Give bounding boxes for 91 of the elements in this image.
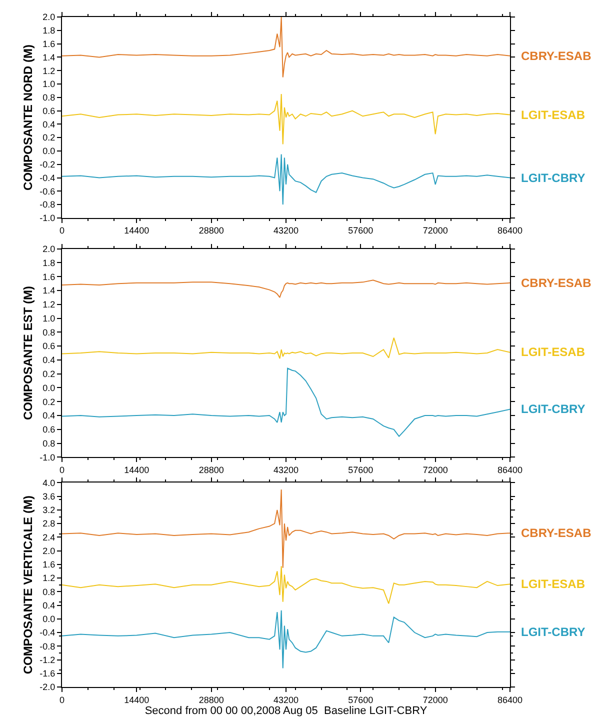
series-label: LGIT-CBRY [521,625,586,639]
y-axis-title: COMPOSANTE NORD (M) [20,44,35,190]
x-tick-label: 57600 [348,464,374,475]
x-tick-label: 28800 [198,464,224,475]
y-tick-label: 2.0 [42,12,56,22]
x-tick-label: 43200 [273,464,299,475]
line-series [62,94,510,145]
x-tick-label: 57600 [348,226,374,236]
x-tick-label: 14400 [124,464,150,475]
line-series [62,337,510,360]
x-tick-label: 0 [59,464,65,475]
y-tick-label: 0.2 [42,396,56,407]
series-label: LGIT-ESAB [521,345,586,359]
y-tick-label: 2.0 [42,546,56,556]
y-tick-label: 1.2 [42,300,56,310]
y-tick-label: -1.0 [40,213,56,224]
y-tick-label: 1.0 [42,313,56,324]
y-tick-label: -2.0 [40,682,56,692]
y-tick-label: -1.6 [40,668,56,679]
y-tick-label: 0.6 [42,341,56,352]
y-tick-label: 3.6 [42,491,56,502]
y-tick-label: 0.0 [42,614,56,624]
x-tick-label: 0 [59,226,65,236]
line-series [62,368,510,437]
y-tick-label: 3.2 [42,505,56,516]
y-tick-label: -0.8 [40,200,56,210]
y-tick-label: 0.0 [42,146,56,156]
series-label: CBRY-ESAB [521,276,592,290]
y-tick-label: 1.6 [42,560,56,570]
y-tick-label: 2.8 [42,518,56,529]
y-axis-title: COMPOSANTE EST (M) [20,286,35,420]
x-tick-label: 72000 [422,464,448,475]
x-tick-label: 14400 [124,694,150,705]
y-tick-label: 0.2 [42,368,56,379]
y-tick-label: -1.2 [40,654,56,665]
line-series [62,566,510,604]
y-tick-label: 1.8 [42,258,56,268]
y-tick-label: 0.8 [42,438,56,448]
y-axis-title: COMPOSANTE VERTICALE (M) [20,496,35,674]
y-tick-label: 0.8 [42,327,56,338]
x-tick-label: 86400 [497,226,523,236]
x-tick-label: 72000 [422,694,448,705]
y-tick-label: 0.4 [42,119,56,130]
y-tick-label: 1.6 [42,38,56,49]
y-tick-label: -0.4 [40,172,56,183]
y-tick-label: 1.4 [42,286,56,296]
x-tick-label: 43200 [273,226,299,236]
y-tick-label: 1.4 [42,52,56,62]
y-tick-label: 1.6 [42,272,56,282]
y-tick-label: 0.4 [42,410,56,421]
series-label: CBRY-ESAB [521,49,592,63]
y-tick-label: 0.0 [42,382,56,393]
y-tick-label: 1.0 [42,79,56,90]
y-tick-label: 0.6 [42,106,56,116]
series-label: LGIT-ESAB [521,577,586,591]
y-tick-label: -0.6 [40,186,56,196]
y-tick-label: -0.2 [40,160,56,170]
x-tick-label: 57600 [348,694,374,705]
y-tick-label: 0.8 [42,92,56,103]
line-series [62,280,510,298]
y-tick-label: 0.4 [42,600,56,610]
x-tick-label: 28800 [198,694,224,705]
x-tick-label: 43200 [273,694,299,705]
line-series [62,17,510,78]
series-label: LGIT-CBRY [521,402,586,416]
series-label: LGIT-CBRY [521,171,586,185]
y-tick-label: 0.2 [42,132,56,143]
x-tick-label: 0 [59,694,65,705]
line-series [62,154,510,206]
y-tick-label: -0.8 [40,641,56,652]
y-tick-label: -1.0 [40,452,56,462]
y-tick-label: 2.0 [42,244,56,254]
y-tick-label: 1.2 [42,66,56,76]
x-tick-label: 72000 [422,226,448,236]
y-tick-label: 0.6 [42,424,56,435]
x-tick-label: 14400 [124,226,150,236]
y-tick-label: 2.4 [42,532,56,542]
x-axis-title: Second from 00 00 00,2008 Aug 05 Baseline LGIT-CBRY [144,705,428,717]
x-tick-label: 86400 [497,464,523,475]
y-tick-label: 0.4 [42,355,56,366]
y-tick-label: -0.4 [40,628,56,638]
x-tick-label: 28800 [198,226,224,236]
series-label: CBRY-ESAB [521,526,592,540]
y-tick-label: 1.2 [42,573,56,584]
series-label: LGIT-ESAB [521,108,586,122]
line-series [62,610,510,669]
y-tick-label: 4.0 [42,478,56,488]
line-series [62,489,510,568]
x-tick-label: 86400 [497,694,523,705]
y-tick-label: 1.8 [42,26,56,36]
y-tick-label: 0.8 [42,586,56,597]
